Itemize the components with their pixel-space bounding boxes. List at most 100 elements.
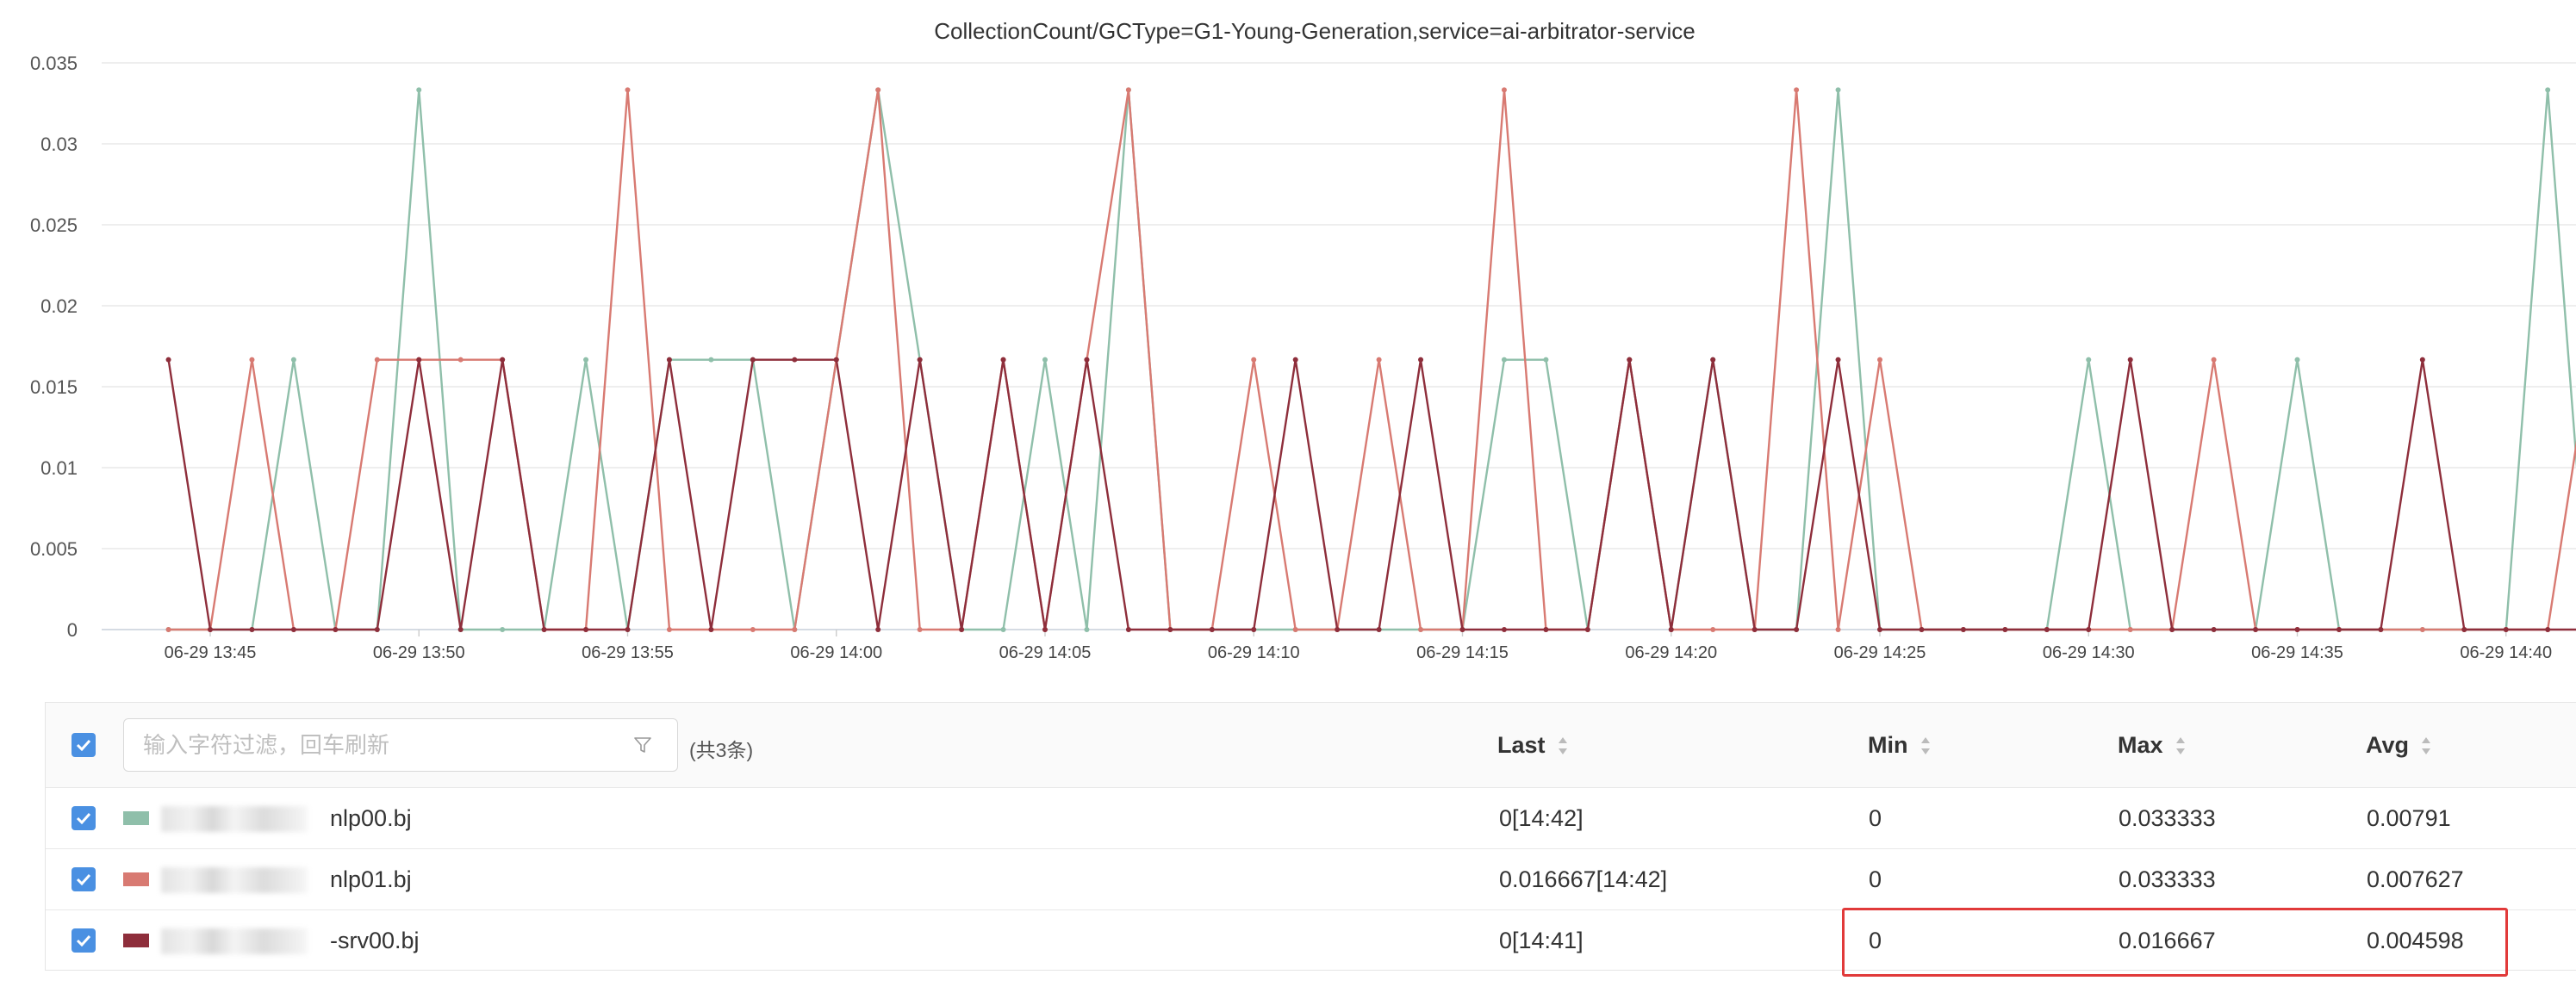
row-checkbox[interactable] xyxy=(72,928,96,953)
y-tick-label: 0.01 xyxy=(40,457,78,479)
data-point xyxy=(1292,627,1298,632)
select-all-checkbox[interactable] xyxy=(72,733,96,757)
x-tick-label: 06-29 14:00 xyxy=(790,643,882,662)
max-value: 0.033333 xyxy=(2119,805,2216,831)
data-point xyxy=(1376,357,1382,363)
row-checkbox[interactable] xyxy=(72,806,96,830)
data-point xyxy=(1084,357,1090,363)
check-icon xyxy=(76,812,91,824)
data-point xyxy=(1710,357,1716,363)
y-tick-label: 0.035 xyxy=(30,53,78,74)
data-point xyxy=(165,357,171,363)
data-point xyxy=(249,627,255,632)
data-point xyxy=(2545,627,2551,632)
check-icon xyxy=(76,739,91,751)
last-value: 0[14:42] xyxy=(1499,805,1584,831)
data-point xyxy=(750,627,756,632)
min-value: 0 xyxy=(1869,805,1882,831)
column-label: Avg xyxy=(2366,732,2410,758)
last-value: 0[14:41] xyxy=(1499,928,1584,953)
column-max-header[interactable]: Max xyxy=(2118,732,2186,759)
x-tick-label: 06-29 14:10 xyxy=(1208,643,1300,662)
data-point xyxy=(1125,627,1131,632)
series-name: nlp00.bj xyxy=(330,805,412,831)
x-tick-label: 06-29 14:25 xyxy=(1834,643,1926,662)
data-point xyxy=(1418,357,1424,363)
data-point xyxy=(541,627,547,632)
data-point xyxy=(416,87,422,93)
y-tick-label: 0 xyxy=(67,619,78,641)
data-point xyxy=(2044,627,2050,632)
data-point xyxy=(2378,627,2384,632)
data-point xyxy=(1877,357,1882,363)
series-name: nlp01.bj xyxy=(330,866,412,892)
data-point xyxy=(1292,357,1298,363)
data-point xyxy=(290,627,296,632)
data-point xyxy=(917,357,923,363)
column-min-header[interactable]: Min xyxy=(1868,732,1931,759)
y-tick-label: 0.03 xyxy=(40,133,78,155)
max-value: 0.033333 xyxy=(2119,866,2216,892)
data-point xyxy=(1752,627,1758,632)
data-point xyxy=(2127,627,2133,632)
table-row[interactable]: nlp01.bj 0.016667[14:42] 0 0.033333 0.00… xyxy=(46,849,2576,910)
series-3 xyxy=(165,357,2576,632)
y-tick-label: 0.005 xyxy=(30,538,78,560)
max-value: 0.016667 xyxy=(2119,928,2216,953)
data-point xyxy=(625,87,631,93)
data-point xyxy=(1042,627,1048,632)
row-checkbox[interactable] xyxy=(72,867,96,891)
data-point xyxy=(666,357,672,363)
series-line xyxy=(167,358,2576,631)
data-point xyxy=(2211,627,2217,632)
gc-line-chart: CollectionCount/GCType=G1-Young-Generati… xyxy=(30,18,2576,662)
check-icon xyxy=(76,873,91,885)
data-point xyxy=(374,627,380,632)
x-axis: 06-29 13:45 06-29 13:50 06-29 13:55 06-29 1… xyxy=(165,630,2552,662)
data-point xyxy=(165,627,171,632)
series-color-swatch xyxy=(123,811,149,825)
table-header: (共3条) Last Min Max Avg xyxy=(46,703,2576,788)
column-avg-header[interactable]: Avg xyxy=(2366,732,2431,759)
filter-icon[interactable] xyxy=(634,736,651,758)
data-point xyxy=(1584,627,1590,632)
data-point xyxy=(1794,87,1800,93)
redacted-host-prefix xyxy=(161,928,308,954)
column-last-header[interactable]: Last xyxy=(1497,732,1568,759)
series-name: -srv00.bj xyxy=(330,928,420,953)
x-tick-label: 06-29 13:55 xyxy=(582,643,674,662)
data-point xyxy=(1919,627,1925,632)
data-point xyxy=(1960,627,1966,632)
table-row[interactable]: nlp00.bj 0[14:42] 0 0.033333 0.00791 xyxy=(46,788,2576,849)
data-point xyxy=(2419,627,2425,632)
series-color-swatch xyxy=(123,934,149,947)
data-point xyxy=(750,357,756,363)
series-color-swatch xyxy=(123,872,149,886)
y-tick-label: 0.025 xyxy=(30,214,78,236)
data-point xyxy=(1835,357,1841,363)
min-value: 0 xyxy=(1869,866,1882,892)
data-point xyxy=(1335,627,1341,632)
data-point xyxy=(1251,357,1257,363)
x-tick-label: 06-29 14:35 xyxy=(2251,643,2343,662)
data-point xyxy=(833,357,839,363)
filter-input[interactable] xyxy=(124,719,624,771)
chart-title: CollectionCount/GCType=G1-Young-Generati… xyxy=(934,18,1695,44)
data-point xyxy=(1835,627,1841,632)
data-point xyxy=(2127,357,2133,363)
data-point xyxy=(2419,357,2425,363)
y-axis: 0 0.005 0.01 0.015 0.02 0.025 0.03 0.035 xyxy=(30,53,78,641)
avg-value: 0.004598 xyxy=(2367,928,2464,953)
check-icon xyxy=(76,934,91,947)
data-point xyxy=(457,627,464,632)
data-point xyxy=(2294,357,2300,363)
data-point xyxy=(792,627,798,632)
filter-search xyxy=(123,718,678,772)
data-point xyxy=(875,627,881,632)
data-point xyxy=(1543,627,1549,632)
table-row[interactable]: -srv00.bj 0[14:41] 0 0.016667 0.004598 xyxy=(46,910,2576,971)
data-point xyxy=(1376,627,1382,632)
data-point xyxy=(1710,627,1716,632)
data-point xyxy=(1167,627,1173,632)
x-tick-label: 06-29 14:40 xyxy=(2460,643,2552,662)
